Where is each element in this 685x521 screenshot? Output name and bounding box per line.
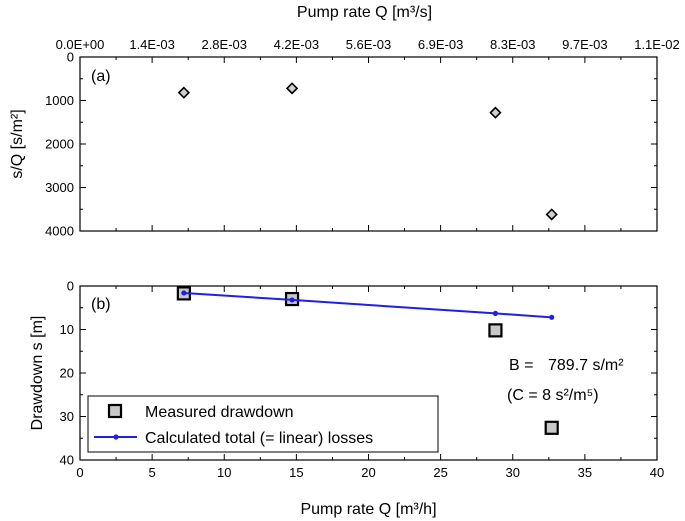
x-tick-label: 35 [578, 465, 592, 480]
x-tick-label: 25 [433, 465, 447, 480]
panel-a-tag: (a) [91, 68, 111, 85]
y-tick-label: 10 [60, 322, 74, 337]
y-axis-title-b: Drawdown s [m] [29, 316, 46, 431]
y-tick-label: 40 [60, 453, 74, 468]
measured-square [544, 420, 559, 435]
legend-calculated-label: Calculated total (= linear) losses [145, 430, 373, 447]
y-tick-label: 2000 [45, 137, 74, 152]
y-tick-label: 4000 [45, 224, 74, 239]
top-x-tick-label: 1.1E-02 [634, 37, 680, 52]
b-value: 789.7 s/m² [548, 357, 624, 374]
diamond-point [285, 82, 299, 95]
b-label: B = [509, 357, 533, 374]
y-tick-label: 0 [67, 279, 74, 294]
legend-dot-marker [113, 434, 119, 440]
calculated-point [181, 290, 187, 296]
calculated-point [549, 314, 555, 320]
calculated-point [289, 297, 295, 303]
measured-square [488, 323, 503, 338]
x-tick-label: 5 [149, 465, 156, 480]
y-tick-label: 3000 [45, 180, 74, 195]
diamond-point [545, 208, 558, 221]
y-axis-title-a: s/Q [s/m²] [9, 109, 26, 178]
legend-measured-label: Measured drawdown [145, 404, 294, 421]
x-tick-label: 40 [650, 465, 664, 480]
x-tick-label: 10 [217, 465, 231, 480]
x-tick-label: 20 [361, 465, 375, 480]
panel-a-frame [79, 56, 658, 232]
x-tick-label: 15 [289, 465, 303, 480]
calculated-point [492, 310, 499, 317]
top-x-tick-label: 9.7E-03 [562, 37, 608, 52]
y-tick-label: 30 [60, 409, 74, 424]
c-value: (C = 8 s²/m⁵) [507, 387, 599, 404]
y-tick-label: 0 [67, 50, 74, 65]
x-axis-title: Pump rate Q [m³/h] [300, 501, 436, 518]
top-x-tick-label: 2.8E-03 [201, 37, 247, 52]
top-x-tick-label: 8.3E-03 [490, 37, 536, 52]
top-x-tick-label: 6.9E-03 [418, 37, 464, 52]
diamond-point [177, 86, 190, 99]
diamond-point [489, 106, 502, 119]
top-x-tick-label: 0.0E+00 [56, 37, 105, 52]
x-tick-label: 0 [76, 465, 83, 480]
calculated-line [183, 291, 552, 319]
top-x-tick-label: 4.2E-03 [274, 37, 320, 52]
top-x-tick-label: 5.6E-03 [346, 37, 392, 52]
y-tick-label: 20 [60, 366, 74, 381]
panel-b-tag: (b) [91, 296, 111, 313]
legend-box [87, 395, 439, 453]
top-x-axis-title: Pump rate Q [m³/s] [297, 4, 432, 21]
legend-square-marker [107, 403, 123, 419]
top-x-tick-label: 1.4E-03 [129, 37, 175, 52]
panel-a: 0 1000 2000 3000 4000 0.0E+00 1.4E-03 2.8E-03 4.… [9, 4, 680, 239]
y-tick-label: 1000 [45, 93, 74, 108]
x-tick-label: 30 [506, 465, 520, 480]
